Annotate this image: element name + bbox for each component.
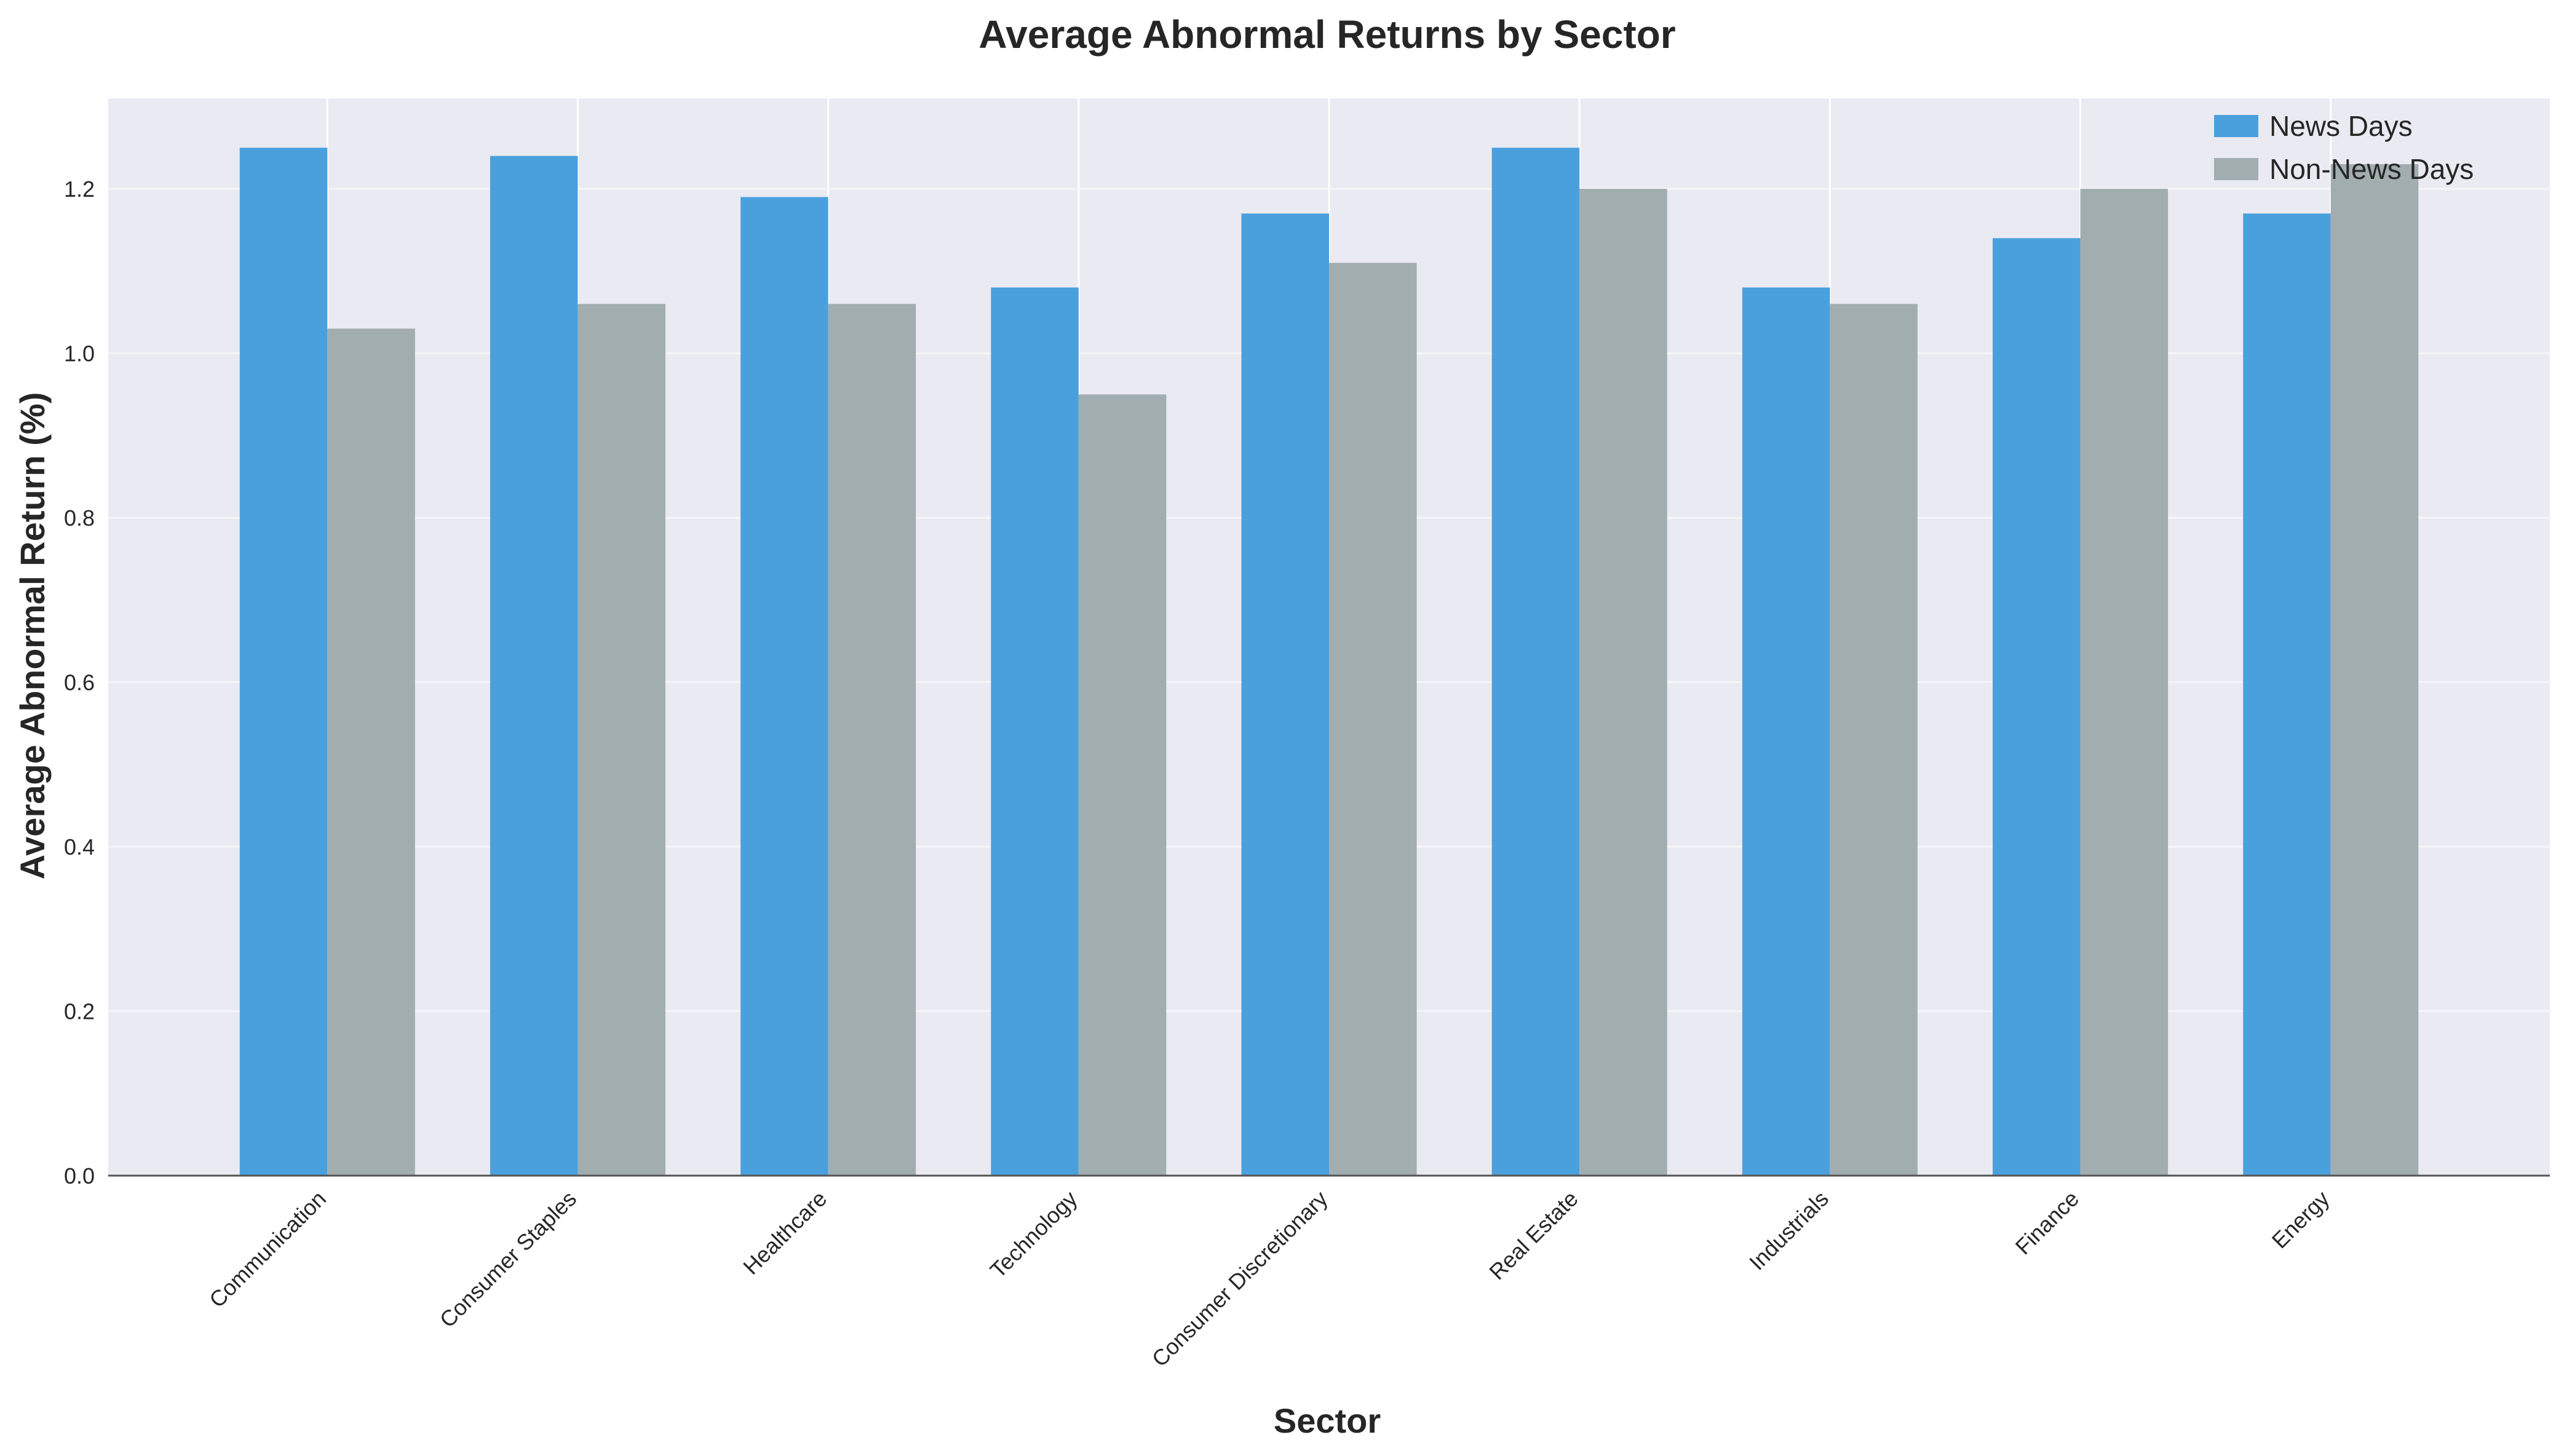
bar-non-news-days	[1579, 189, 1667, 1176]
legend-swatch	[2214, 115, 2258, 137]
y-axis-ticks: 0.0 0.2 0.4 0.6 0.8 1.0 1.2	[64, 176, 95, 1189]
y-tick-label: 1.2	[64, 176, 95, 202]
x-tick-label: Communication	[204, 1186, 331, 1313]
x-tick-label: Consumer Discretionary	[1147, 1186, 1333, 1372]
bar-non-news-days	[828, 304, 916, 1176]
legend-label: News Days	[2269, 110, 2413, 142]
y-tick-label: 0.2	[64, 999, 95, 1024]
y-tick-label: 0.0	[64, 1163, 95, 1189]
bar-news-days	[2243, 213, 2331, 1176]
bar-news-days	[1241, 213, 1329, 1176]
bar-news-days	[740, 197, 828, 1176]
x-axis-ticks: Communication Consumer Staples Healthcare T…	[204, 1186, 2334, 1372]
legend-label: Non-News Days	[2269, 153, 2474, 185]
y-tick-label: 0.8	[64, 505, 95, 531]
y-tick-label: 1.0	[64, 341, 95, 366]
bar-non-news-days	[2330, 164, 2419, 1176]
x-tick-label: Healthcare	[738, 1186, 832, 1280]
x-tick-label: Energy	[2267, 1186, 2335, 1254]
bar-news-days	[1491, 148, 1580, 1176]
bar-news-days	[490, 156, 578, 1176]
x-tick-label: Real Estate	[1484, 1186, 1583, 1285]
x-tick-label: Technology	[985, 1186, 1082, 1283]
legend-swatch	[2214, 158, 2258, 180]
bar-news-days	[239, 148, 328, 1176]
x-tick-label: Consumer Staples	[435, 1186, 581, 1332]
bar-non-news-days	[1329, 263, 1417, 1176]
bar-non-news-days	[577, 304, 665, 1176]
bars	[239, 148, 2419, 1176]
chart-title: Average Abnormal Returns by Sector	[978, 12, 1675, 57]
y-axis-label: Average Abnormal Return (%)	[13, 392, 52, 879]
y-tick-label: 0.6	[64, 670, 95, 695]
x-tick-label: Industrials	[1744, 1186, 1833, 1275]
legend: News Days Non-News Days	[2214, 110, 2474, 185]
bar-news-days	[1993, 238, 2081, 1176]
x-axis-label: Sector	[1274, 1401, 1381, 1440]
bar-non-news-days	[327, 328, 415, 1176]
x-tick-label: Finance	[2010, 1186, 2084, 1260]
bar-news-days	[1742, 287, 1830, 1176]
y-tick-label: 0.4	[64, 834, 95, 860]
bar-non-news-days	[1078, 394, 1167, 1176]
bar-news-days	[991, 287, 1079, 1176]
bar-non-news-days	[2080, 189, 2169, 1176]
bar-non-news-days	[1830, 304, 1918, 1176]
